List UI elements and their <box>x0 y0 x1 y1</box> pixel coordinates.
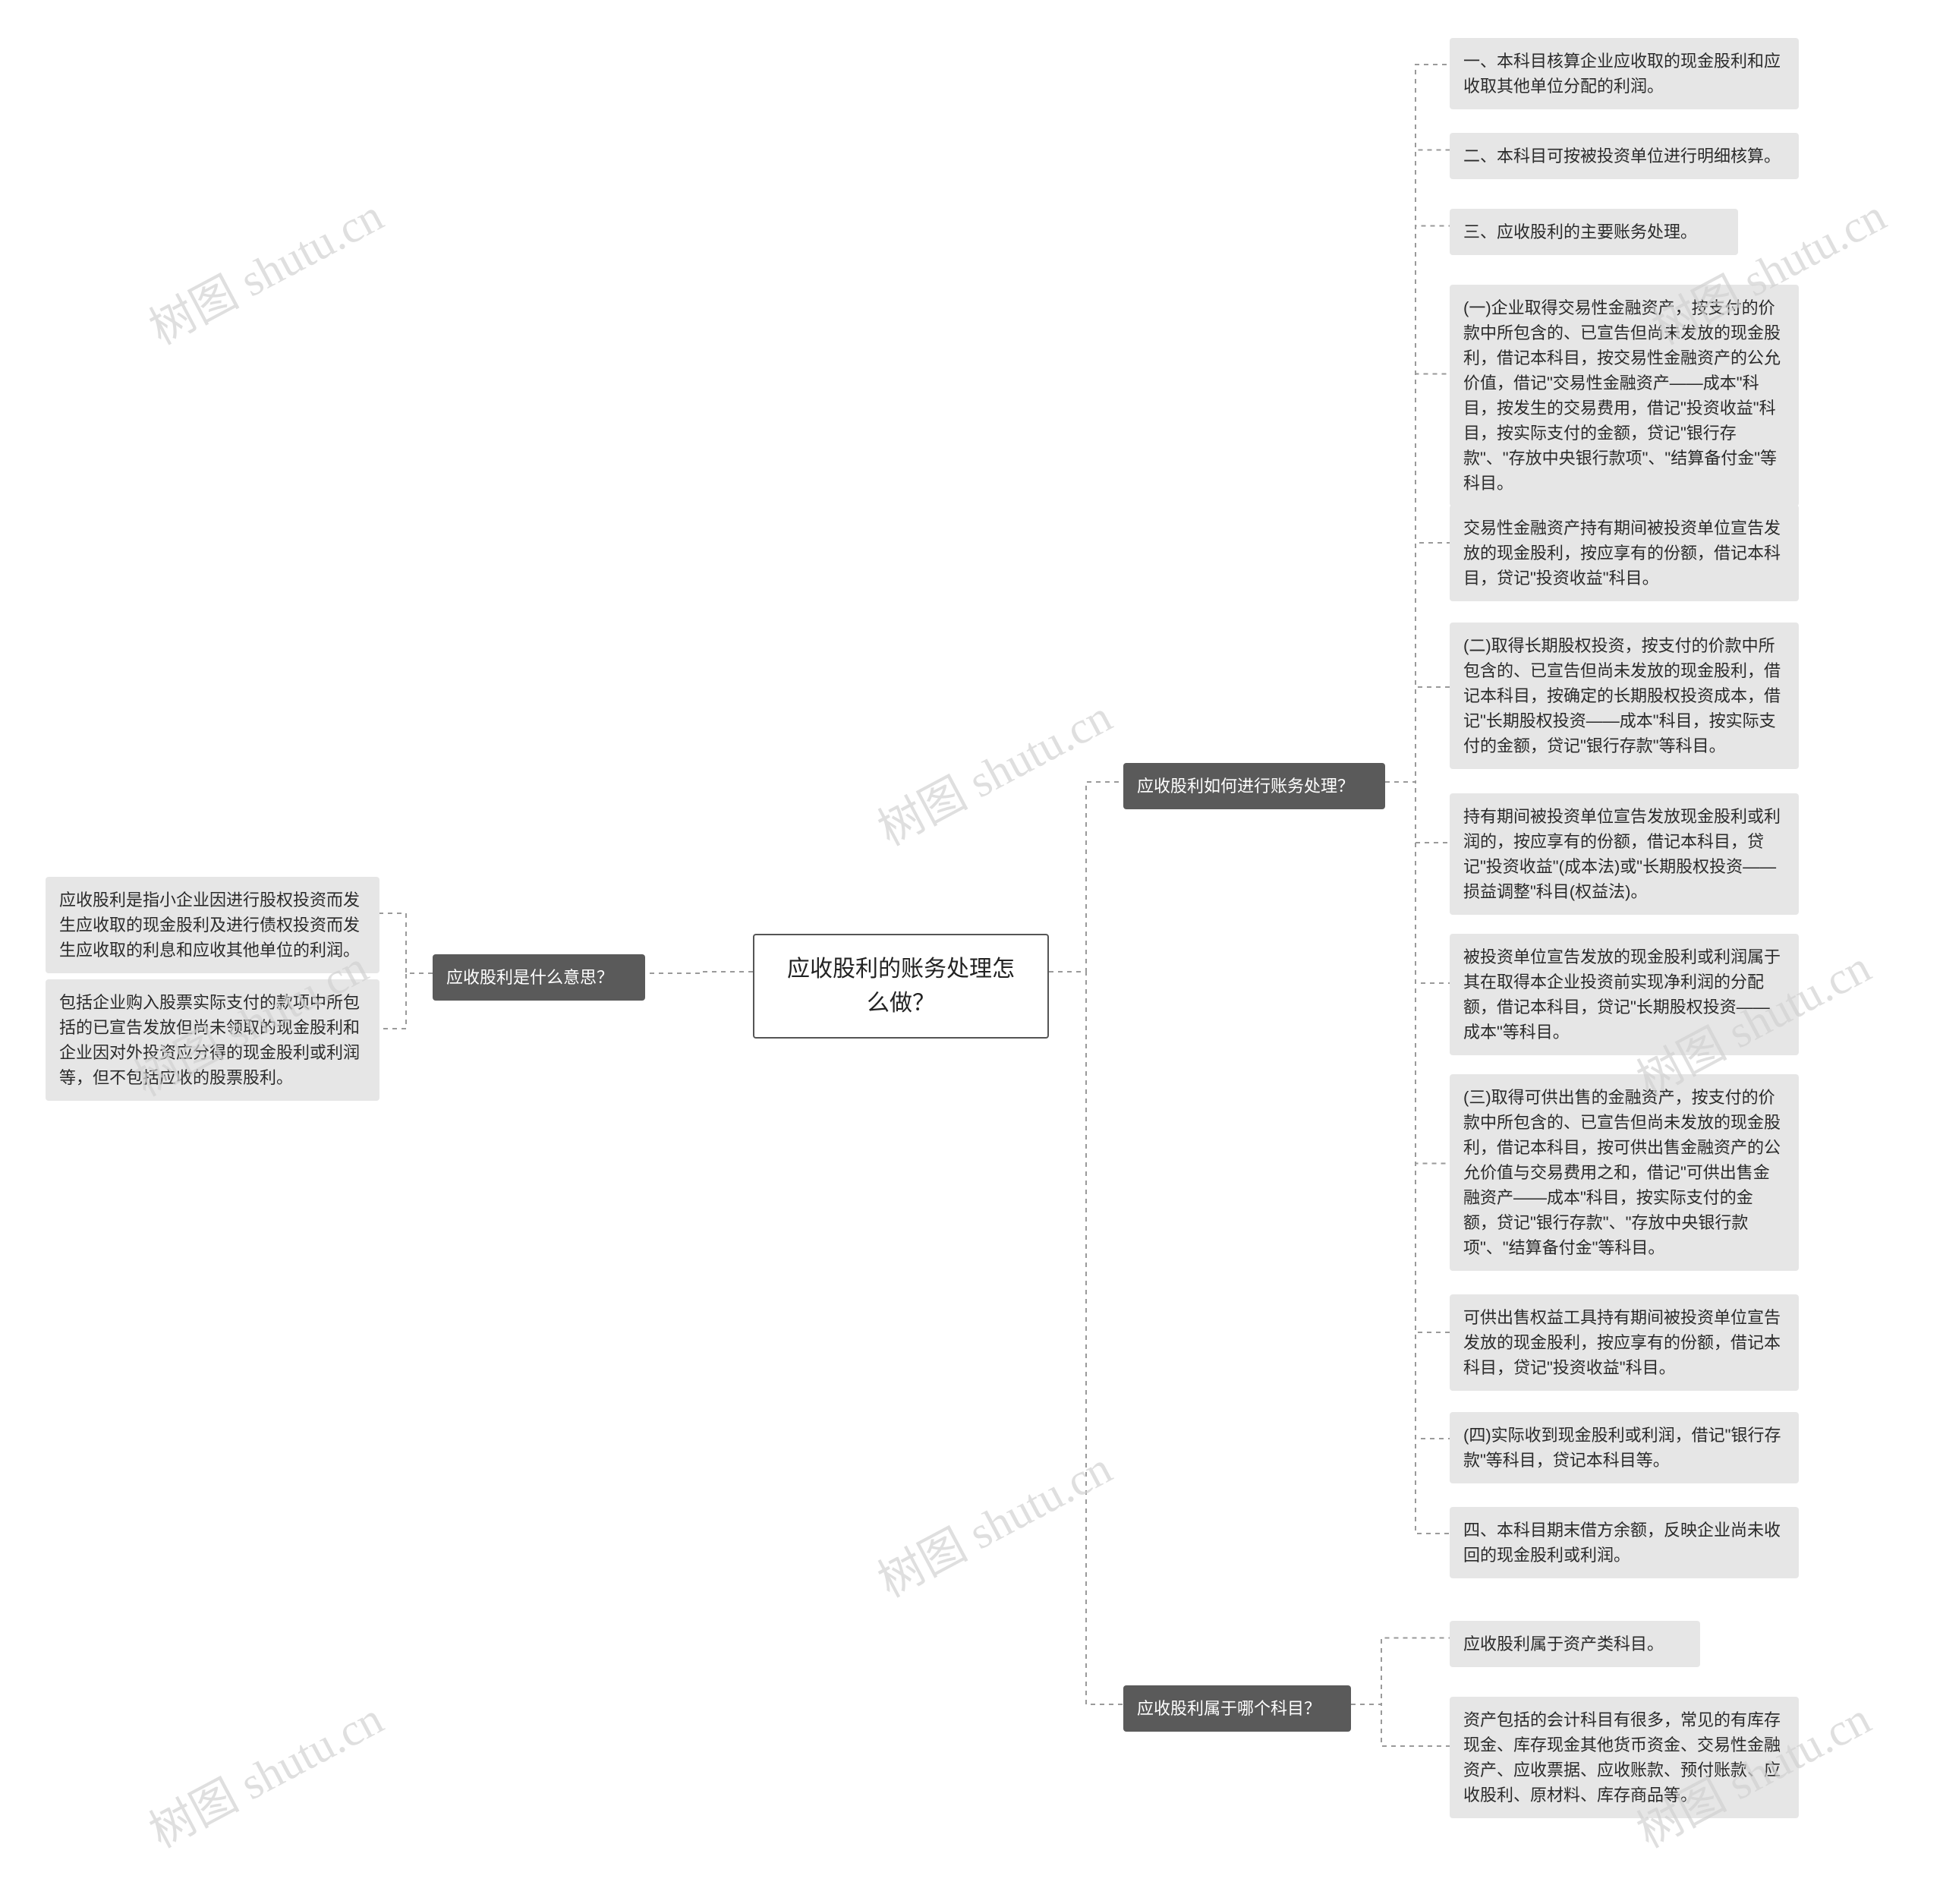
watermark-0: 树图 shutu.cn <box>136 179 392 358</box>
right-0-leaf-4: 交易性金融资产持有期间被投资单位宣告发放的现金股利，按应享有的份额，借记本科目，… <box>1450 505 1799 601</box>
right-branch-0-label: 应收股利如何进行账务处理？ <box>1123 763 1385 809</box>
left-branch-label: 应收股利是什么意思？ <box>433 954 645 1001</box>
right-1-leaf-1: 资产包括的会计科目有很多，常见的有库存现金、库存现金其他货币资金、交易性金融资产… <box>1450 1697 1799 1818</box>
right-0-leaf-6: 持有期间被投资单位宣告发放现金股利或利润的，按应享有的份额，借记本科目，贷记"投… <box>1450 793 1799 915</box>
right-0-leaf-11: 四、本科目期末借方余额，反映企业尚未收回的现金股利或利润。 <box>1450 1507 1799 1578</box>
watermark-5: 树图 shutu.cn <box>864 1432 1121 1610</box>
right-0-leaf-8: (三)取得可供出售的金融资产，按支付的价款中所包含的、已宣告但尚未发放的现金股利… <box>1450 1074 1799 1271</box>
right-0-leaf-10: (四)实际收到现金股利或利润，借记"银行存款"等科目，贷记本科目等。 <box>1450 1412 1799 1483</box>
right-0-leaf-2: 三、应收股利的主要账务处理。 <box>1450 209 1738 255</box>
right-0-leaf-1: 二、本科目可按被投资单位进行明细核算。 <box>1450 133 1799 179</box>
right-0-leaf-5: (二)取得长期股权投资，按支付的价款中所包含的、已宣告但尚未发放的现金股利，借记… <box>1450 623 1799 769</box>
watermark-2: 树图 shutu.cn <box>864 680 1121 859</box>
left-leaf-0: 应收股利是指小企业因进行股权投资而发生应收取的现金股利及进行债权投资而发生应收取… <box>46 877 379 973</box>
right-0-leaf-0: 一、本科目核算企业应收取的现金股利和应收取其他单位分配的利润。 <box>1450 38 1799 109</box>
right-0-leaf-9: 可供出售权益工具持有期间被投资单位宣告发放的现金股利，按应享有的份额，借记本科目… <box>1450 1294 1799 1391</box>
right-0-leaf-7: 被投资单位宣告发放的现金股利或利润属于其在取得本企业投资前实现净利润的分配额，借… <box>1450 934 1799 1055</box>
right-branch-1-label: 应收股利属于哪个科目？ <box>1123 1685 1351 1732</box>
left-leaf-1: 包括企业购入股票实际支付的款项中所包括的已宣告发放但尚未领取的现金股利和企业因对… <box>46 979 379 1101</box>
center-node: 应收股利的账务处理怎么做？ <box>753 934 1049 1039</box>
right-0-leaf-3: (一)企业取得交易性金融资产，按支付的价款中所包含的、已宣告但尚未发放的现金股利… <box>1450 285 1799 506</box>
watermark-6: 树图 shutu.cn <box>136 1682 392 1861</box>
right-1-leaf-0: 应收股利属于资产类科目。 <box>1450 1621 1700 1667</box>
